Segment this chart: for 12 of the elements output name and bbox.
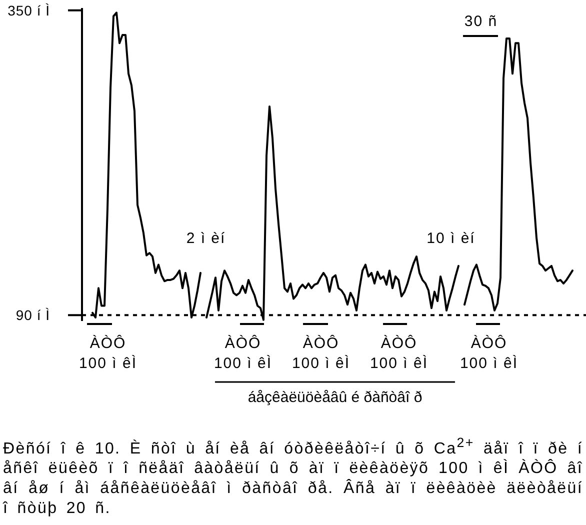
annotation: 2 ì èí: [186, 230, 226, 246]
y-tick-label: 90 í Ì: [16, 307, 50, 324]
annotation: 30 ñ: [464, 12, 498, 30]
text: ÀÒÔ 100 ì êÌ: [78, 334, 138, 372]
text: ÀÒÔ 100 ì êÌ: [370, 334, 428, 372]
text: ÀÒÔ 100 ì êÌ: [292, 334, 350, 372]
text: ÀÒÔ 100 ì êÌ: [214, 334, 272, 372]
text: ÀÒÔ 100 ì êÌ: [460, 334, 518, 372]
y-tick-label: 350 í Ì: [8, 2, 50, 18]
text: Ðèñóí î ê 10. È ñòî ù åí èå âí óòðèêëåòî÷í û õ Ca$^{2+}$ äåï î ï ðè í åñêî ëüêèõ ï î ñëåäî âàòåëüí û õ àï ï ëèêàöèÿõ 100 ì êÌ ÀÒÔ âî âí åø í åì áåñêàëüöèåâî ì ðàñòâî ðå. Âñå àï ï ëèêàöèè äëèòåëüí î ñòüþ 20 ñ.: [3, 434, 584, 520]
text: áåçêàëüöèåâû é ðàñòâî ð: [248, 388, 422, 406]
annotation: 10 ì èí: [426, 230, 476, 246]
